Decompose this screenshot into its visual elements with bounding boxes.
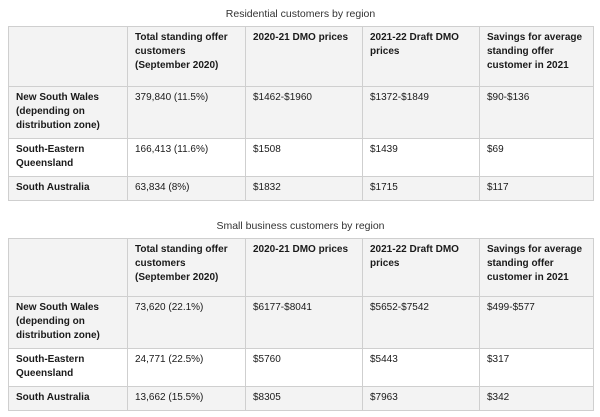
- residential-section: Residential customers by region Total st…: [8, 6, 594, 201]
- table-row: South Australia 13,662 (15.5%) $8305 $79…: [8, 386, 594, 411]
- customers-cell: 166,413 (11.6%): [127, 138, 246, 177]
- residential-table: Total standing offer customers (Septembe…: [8, 26, 594, 201]
- region-cell: New South Wales (depending on distributi…: [8, 296, 128, 349]
- header-cell-region: [8, 26, 128, 87]
- price-2020-cell: $8305: [245, 386, 363, 411]
- savings-cell: $90-$136: [479, 86, 594, 139]
- customers-cell: 379,840 (11.5%): [127, 86, 246, 139]
- header-cell-2021-prices: 2021-22 Draft DMO prices: [362, 26, 480, 87]
- price-2021-cell: $5443: [362, 348, 480, 387]
- region-cell: South Australia: [8, 176, 128, 201]
- savings-cell: $342: [479, 386, 594, 411]
- price-2020-cell: $5760: [245, 348, 363, 387]
- region-cell: New South Wales (depending on distributi…: [8, 86, 128, 139]
- business-table: Total standing offer customers (Septembe…: [8, 238, 594, 411]
- table-row: South-Eastern Queensland 166,413 (11.6%)…: [8, 138, 594, 177]
- table-row: South-Eastern Queensland 24,771 (22.5%) …: [8, 348, 594, 387]
- savings-cell: $117: [479, 176, 594, 201]
- header-cell-customers: Total standing offer customers (Septembe…: [127, 26, 246, 87]
- price-2021-cell: $1372-$1849: [362, 86, 480, 139]
- header-row: Total standing offer customers (Septembe…: [8, 238, 594, 297]
- price-2020-cell: $1832: [245, 176, 363, 201]
- table-row: New South Wales (depending on distributi…: [8, 296, 594, 349]
- price-2020-cell: $1462-$1960: [245, 86, 363, 139]
- savings-cell: $499-$577: [479, 296, 594, 349]
- business-section: Small business customers by region Total…: [8, 218, 594, 411]
- price-2021-cell: $1439: [362, 138, 480, 177]
- price-2021-cell: $1715: [362, 176, 480, 201]
- residential-caption: Residential customers by region: [225, 8, 376, 20]
- customers-cell: 24,771 (22.5%): [127, 348, 246, 387]
- header-cell-region: [8, 238, 128, 297]
- header-cell-2021-prices: 2021-22 Draft DMO prices: [362, 238, 480, 297]
- header-cell-2020-prices: 2020-21 DMO prices: [245, 26, 363, 87]
- header-row: Total standing offer customers (Septembe…: [8, 26, 594, 87]
- price-2020-cell: $6177-$8041: [245, 296, 363, 349]
- header-cell-2020-prices: 2020-21 DMO prices: [245, 238, 363, 297]
- region-cell: South-Eastern Queensland: [8, 348, 128, 387]
- table-row: New South Wales (depending on distributi…: [8, 86, 594, 139]
- savings-cell: $317: [479, 348, 594, 387]
- price-2021-cell: $7963: [362, 386, 480, 411]
- header-cell-savings: Savings for average standing offer custo…: [479, 238, 594, 297]
- customers-cell: 63,834 (8%): [127, 176, 246, 201]
- business-caption: Small business customers by region: [216, 220, 385, 232]
- price-2021-cell: $5652-$7542: [362, 296, 480, 349]
- table-row: South Australia 63,834 (8%) $1832 $1715 …: [8, 176, 594, 201]
- customers-cell: 73,620 (22.1%): [127, 296, 246, 349]
- customers-cell: 13,662 (15.5%): [127, 386, 246, 411]
- header-cell-savings: Savings for average standing offer custo…: [479, 26, 594, 87]
- savings-cell: $69: [479, 138, 594, 177]
- region-cell: South-Eastern Queensland: [8, 138, 128, 177]
- header-cell-customers: Total standing offer customers (Septembe…: [127, 238, 246, 297]
- price-2020-cell: $1508: [245, 138, 363, 177]
- region-cell: South Australia: [8, 386, 128, 411]
